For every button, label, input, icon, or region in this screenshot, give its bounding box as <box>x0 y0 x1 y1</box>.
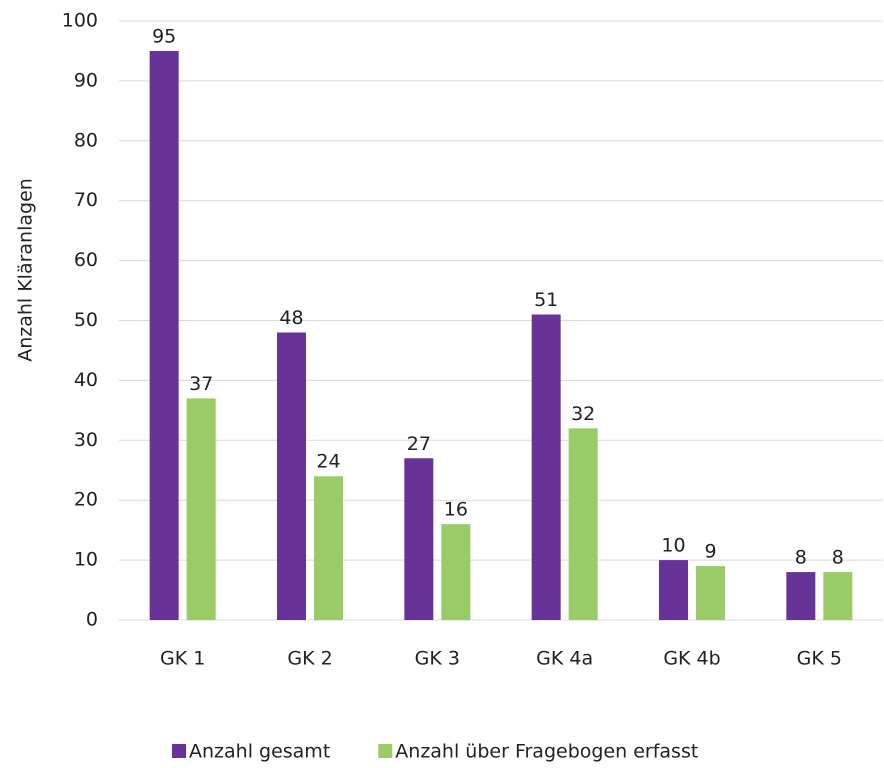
bar <box>277 332 306 620</box>
bar <box>314 476 343 620</box>
bar <box>823 572 853 620</box>
x-tick-label: GK 5 <box>797 648 842 670</box>
y-tick-label: 60 <box>74 249 98 271</box>
bar <box>696 566 725 620</box>
data-label: 8 <box>795 547 807 569</box>
legend-swatch <box>172 744 186 758</box>
legend-label: Anzahl gesamt <box>189 741 330 763</box>
bar <box>404 458 434 620</box>
y-tick-label: 50 <box>74 309 98 331</box>
data-label: 48 <box>279 307 303 329</box>
data-label: 51 <box>534 289 558 311</box>
y-tick-label: 30 <box>74 429 98 451</box>
bar <box>441 524 471 620</box>
y-tick-label: 90 <box>74 69 98 91</box>
bar <box>186 398 216 620</box>
data-label: 95 <box>152 25 176 47</box>
x-tick-label: GK 1 <box>160 648 205 670</box>
x-tick-label: GK 2 <box>287 648 332 670</box>
x-tick-label: GK 4a <box>536 648 593 670</box>
y-tick-label: 70 <box>74 189 98 211</box>
data-label: 24 <box>316 451 340 473</box>
x-tick-label: GK 3 <box>415 648 460 670</box>
y-tick-label: 40 <box>74 369 98 391</box>
bar <box>568 428 598 620</box>
legend-label: Anzahl über Fragebogen erfasst <box>395 741 698 763</box>
data-label: 10 <box>661 535 685 557</box>
y-tick-label: 10 <box>74 549 98 571</box>
data-label: 37 <box>189 373 213 395</box>
y-axis-label: Anzahl Kläranlagen <box>15 178 37 362</box>
bar <box>149 50 179 620</box>
y-tick-label: 20 <box>74 489 98 511</box>
y-tick-label: 100 <box>62 10 98 32</box>
data-label: 16 <box>444 499 468 521</box>
bar <box>531 314 561 620</box>
bar <box>659 560 688 620</box>
bar <box>786 572 816 620</box>
y-tick-label: 80 <box>74 129 98 151</box>
data-label: 8 <box>832 547 844 569</box>
legend-swatch <box>378 744 393 758</box>
data-label: 27 <box>407 433 431 455</box>
data-label: 32 <box>571 403 595 425</box>
y-tick-label: 0 <box>86 609 98 631</box>
data-label: 9 <box>704 541 716 563</box>
x-tick-label: GK 4b <box>663 648 720 670</box>
